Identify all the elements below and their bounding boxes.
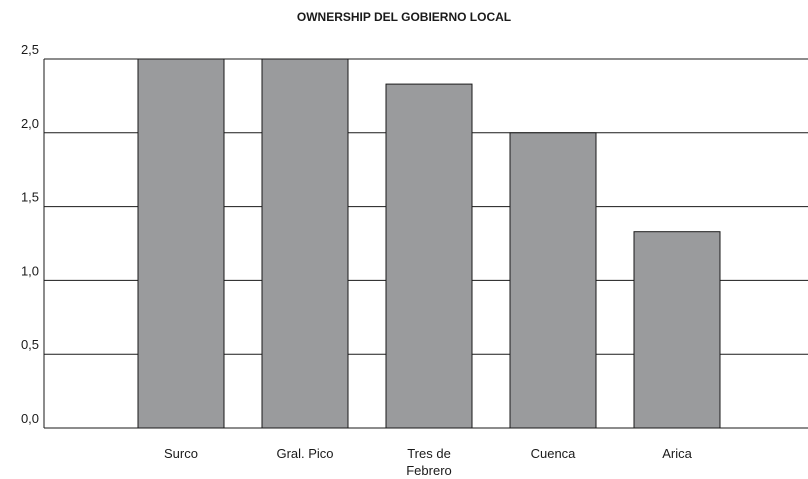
bar-surco [137, 58, 225, 429]
x-tick-label-3: Cuenca [531, 446, 577, 461]
x-tick-label-4: Arica [662, 446, 692, 461]
y-tick-label-4: 2,0 [21, 116, 39, 131]
x-tick-label-1: Gral. Pico [276, 446, 333, 461]
x-tick-label-2: Tres de Febrero [406, 446, 452, 478]
y-tick-label-0: 0,0 [21, 411, 39, 426]
bar-arica [633, 231, 721, 429]
x-tick-label-0: Surco [164, 446, 198, 461]
y-tick-label-5: 2,5 [21, 42, 39, 57]
bar-gral-pico [261, 58, 349, 429]
bar-tres-de-febrero [385, 83, 473, 429]
y-tick-label-2: 1,0 [21, 263, 39, 278]
chart-title: OWNERSHIP DEL GOBIERNO LOCAL [296, 10, 512, 24]
y-tick-label-3: 1,5 [21, 190, 39, 205]
bar-cuenca [509, 132, 597, 429]
y-tick-label-1: 0,5 [21, 337, 39, 352]
